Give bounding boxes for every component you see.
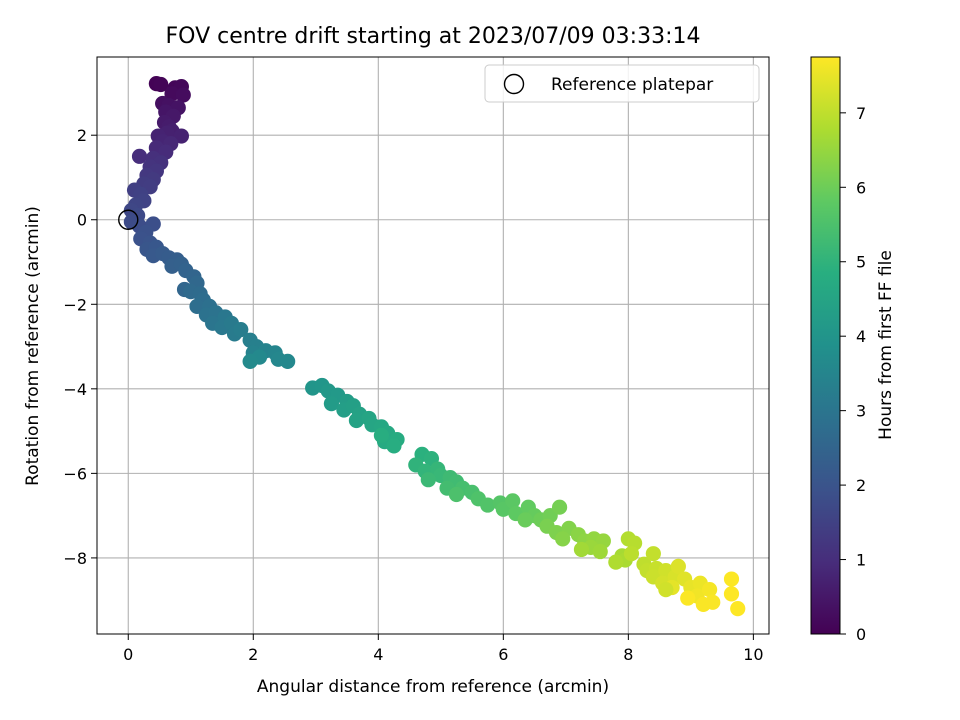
colorbar-tick-label: 0: [856, 625, 866, 644]
legend-entry-reference: Reference platepar: [551, 75, 713, 95]
legend: Reference platepar: [484, 64, 760, 103]
colorbar-tick-label: 3: [856, 402, 866, 421]
y-tick-label: −2: [63, 295, 87, 314]
chart-title: FOV centre drift starting at 2023/07/09 …: [166, 24, 701, 49]
data-point: [723, 586, 740, 602]
y-tick-label: −4: [63, 380, 87, 399]
data-point: [623, 546, 640, 562]
data-point: [386, 438, 402, 454]
reference-marker: [118, 209, 139, 230]
y-tick-label: −8: [63, 549, 87, 568]
data-point: [645, 546, 661, 562]
data-point: [175, 87, 191, 103]
x-tick-label: 10: [743, 645, 763, 664]
legend-reference-marker: [503, 73, 525, 95]
y-axis-ticks: −8 −6 −4 −2 0 2: [63, 126, 97, 568]
data-point: [323, 396, 340, 412]
data-point: [280, 353, 296, 369]
data-points: [123, 76, 746, 617]
x-axis-label: Angular distance from reference (arcmin): [257, 677, 609, 697]
data-point: [173, 128, 189, 144]
colorbar-label: Hours from first FF file: [876, 250, 896, 440]
colorbar-tick-label: 1: [856, 551, 866, 570]
data-point: [555, 531, 571, 547]
data-point: [448, 486, 465, 503]
colorbar-tick-label: 2: [856, 476, 866, 495]
data-point: [164, 86, 180, 102]
colorbar-tick-label: 6: [856, 178, 866, 197]
data-point: [658, 582, 674, 598]
legend-box: [484, 64, 760, 103]
data-point: [702, 582, 718, 598]
data-point: [680, 590, 696, 606]
plot-frame: [96, 56, 770, 635]
data-point: [551, 499, 568, 515]
y-tick-label: 0: [77, 211, 87, 230]
colorbar-tick-label: 4: [856, 327, 866, 346]
data-point: [723, 571, 740, 587]
data-point: [670, 558, 686, 574]
x-tick-label: 2: [248, 645, 258, 664]
y-axis-label: Rotation from reference (arcmin): [23, 206, 43, 486]
colorbar-tick-label: 7: [856, 104, 866, 123]
x-tick-label: 6: [498, 645, 508, 664]
x-tick-label: 0: [123, 645, 133, 664]
x-tick-label: 8: [623, 645, 633, 664]
data-point: [420, 472, 436, 488]
data-point: [505, 493, 521, 509]
data-point: [730, 601, 746, 617]
data-point: [348, 412, 365, 429]
data-point: [242, 353, 258, 369]
x-axis-ticks: 0 2 4 6 8 10: [123, 634, 764, 664]
data-point: [480, 497, 496, 513]
colorbar-tick-label: 5: [856, 253, 866, 272]
colorbar: [810, 56, 841, 635]
data-point: [573, 541, 590, 558]
data-point: [608, 554, 624, 570]
data-point: [153, 76, 169, 93]
y-tick-label: 2: [77, 126, 87, 145]
data-point: [592, 543, 608, 560]
data-point: [131, 148, 148, 164]
data-point: [705, 594, 721, 610]
data-point: [517, 512, 533, 528]
x-tick-label: 4: [373, 645, 383, 664]
data-point: [233, 322, 249, 338]
colorbar-ticks: 0 1 2 3 4 5 6 7: [840, 104, 866, 644]
y-tick-label: −6: [63, 464, 87, 483]
data-point: [373, 427, 390, 443]
